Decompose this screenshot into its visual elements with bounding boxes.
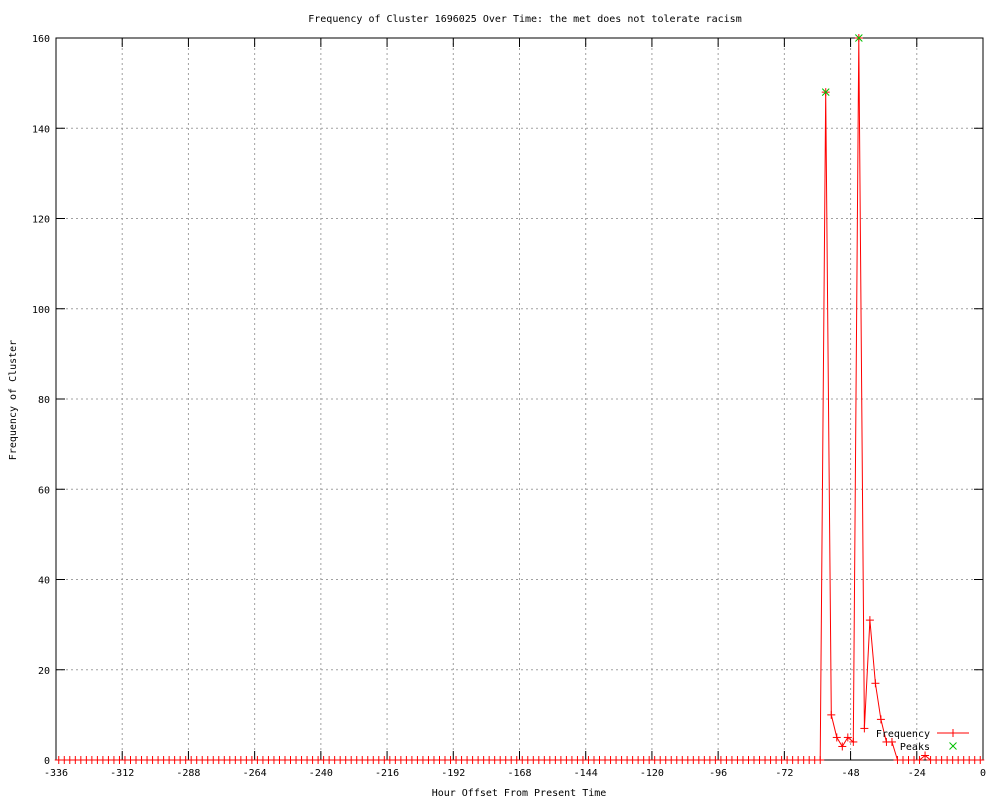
series	[54, 34, 985, 764]
y-tick-label: 120	[32, 215, 50, 226]
chart-title: Frequency of Cluster 1696025 Over Time: …	[308, 14, 741, 25]
frequency-point	[832, 733, 841, 742]
legend-marker-peaks	[949, 742, 957, 750]
y-axis-label: Frequency of Cluster	[8, 340, 19, 460]
grid	[56, 38, 983, 760]
y-tick-label: 0	[44, 756, 50, 767]
x-tick-label: -216	[375, 768, 399, 779]
y-tick-label: 160	[32, 34, 50, 45]
legend: Frequency Peaks	[876, 729, 969, 753]
x-tick-label: -96	[709, 768, 727, 779]
x-tick-label: -312	[110, 768, 134, 779]
x-tick-label: -24	[908, 768, 926, 779]
frequency-point	[843, 733, 852, 742]
y-tick-label: 40	[38, 576, 50, 587]
frequency-point	[921, 751, 930, 760]
legend-label-peaks: Peaks	[900, 742, 930, 753]
legend-label-frequency: Frequency	[876, 729, 930, 740]
marker-d2	[949, 742, 957, 750]
frequency-point	[860, 724, 869, 733]
marker-d2	[821, 88, 830, 97]
frequency-point	[876, 715, 885, 724]
x-tick-label: -240	[309, 768, 333, 779]
y-tick-label: 60	[38, 485, 50, 496]
y-tick-label: 80	[38, 395, 50, 406]
x-tick-label: 0	[980, 768, 986, 779]
x-tick-label: -192	[441, 768, 465, 779]
frequency-point	[871, 679, 880, 688]
frequency-point	[849, 737, 858, 746]
x-tick-label: -168	[507, 768, 531, 779]
frequency-point	[827, 710, 836, 719]
frequency-point	[816, 756, 825, 764]
y-tick-label: 20	[38, 666, 50, 677]
x-tick-label: -120	[640, 768, 664, 779]
peak-point	[821, 88, 830, 97]
x-axis-label: Hour Offset From Present Time	[432, 788, 607, 799]
peak-point	[854, 34, 863, 42]
y-tick-label: 140	[32, 124, 50, 135]
x-tick-label: -288	[176, 768, 200, 779]
x-tick-label: -144	[574, 768, 598, 779]
frequency-point	[838, 742, 847, 751]
frequency-point	[976, 756, 985, 764]
x-tick-label: -264	[243, 768, 267, 779]
x-tick-label: -48	[842, 768, 860, 779]
x-tick-label: -72	[775, 768, 793, 779]
marker-d2	[854, 34, 863, 42]
frequency-point	[865, 616, 874, 625]
x-tick-label: -336	[44, 768, 68, 779]
y-tick-label: 100	[32, 305, 50, 316]
frequency-point	[887, 737, 896, 746]
frequency-point	[915, 756, 924, 764]
axes: 0 20 40 60 80 100 120 140 160 -336 -312 -288 -264 -24…	[32, 34, 986, 779]
